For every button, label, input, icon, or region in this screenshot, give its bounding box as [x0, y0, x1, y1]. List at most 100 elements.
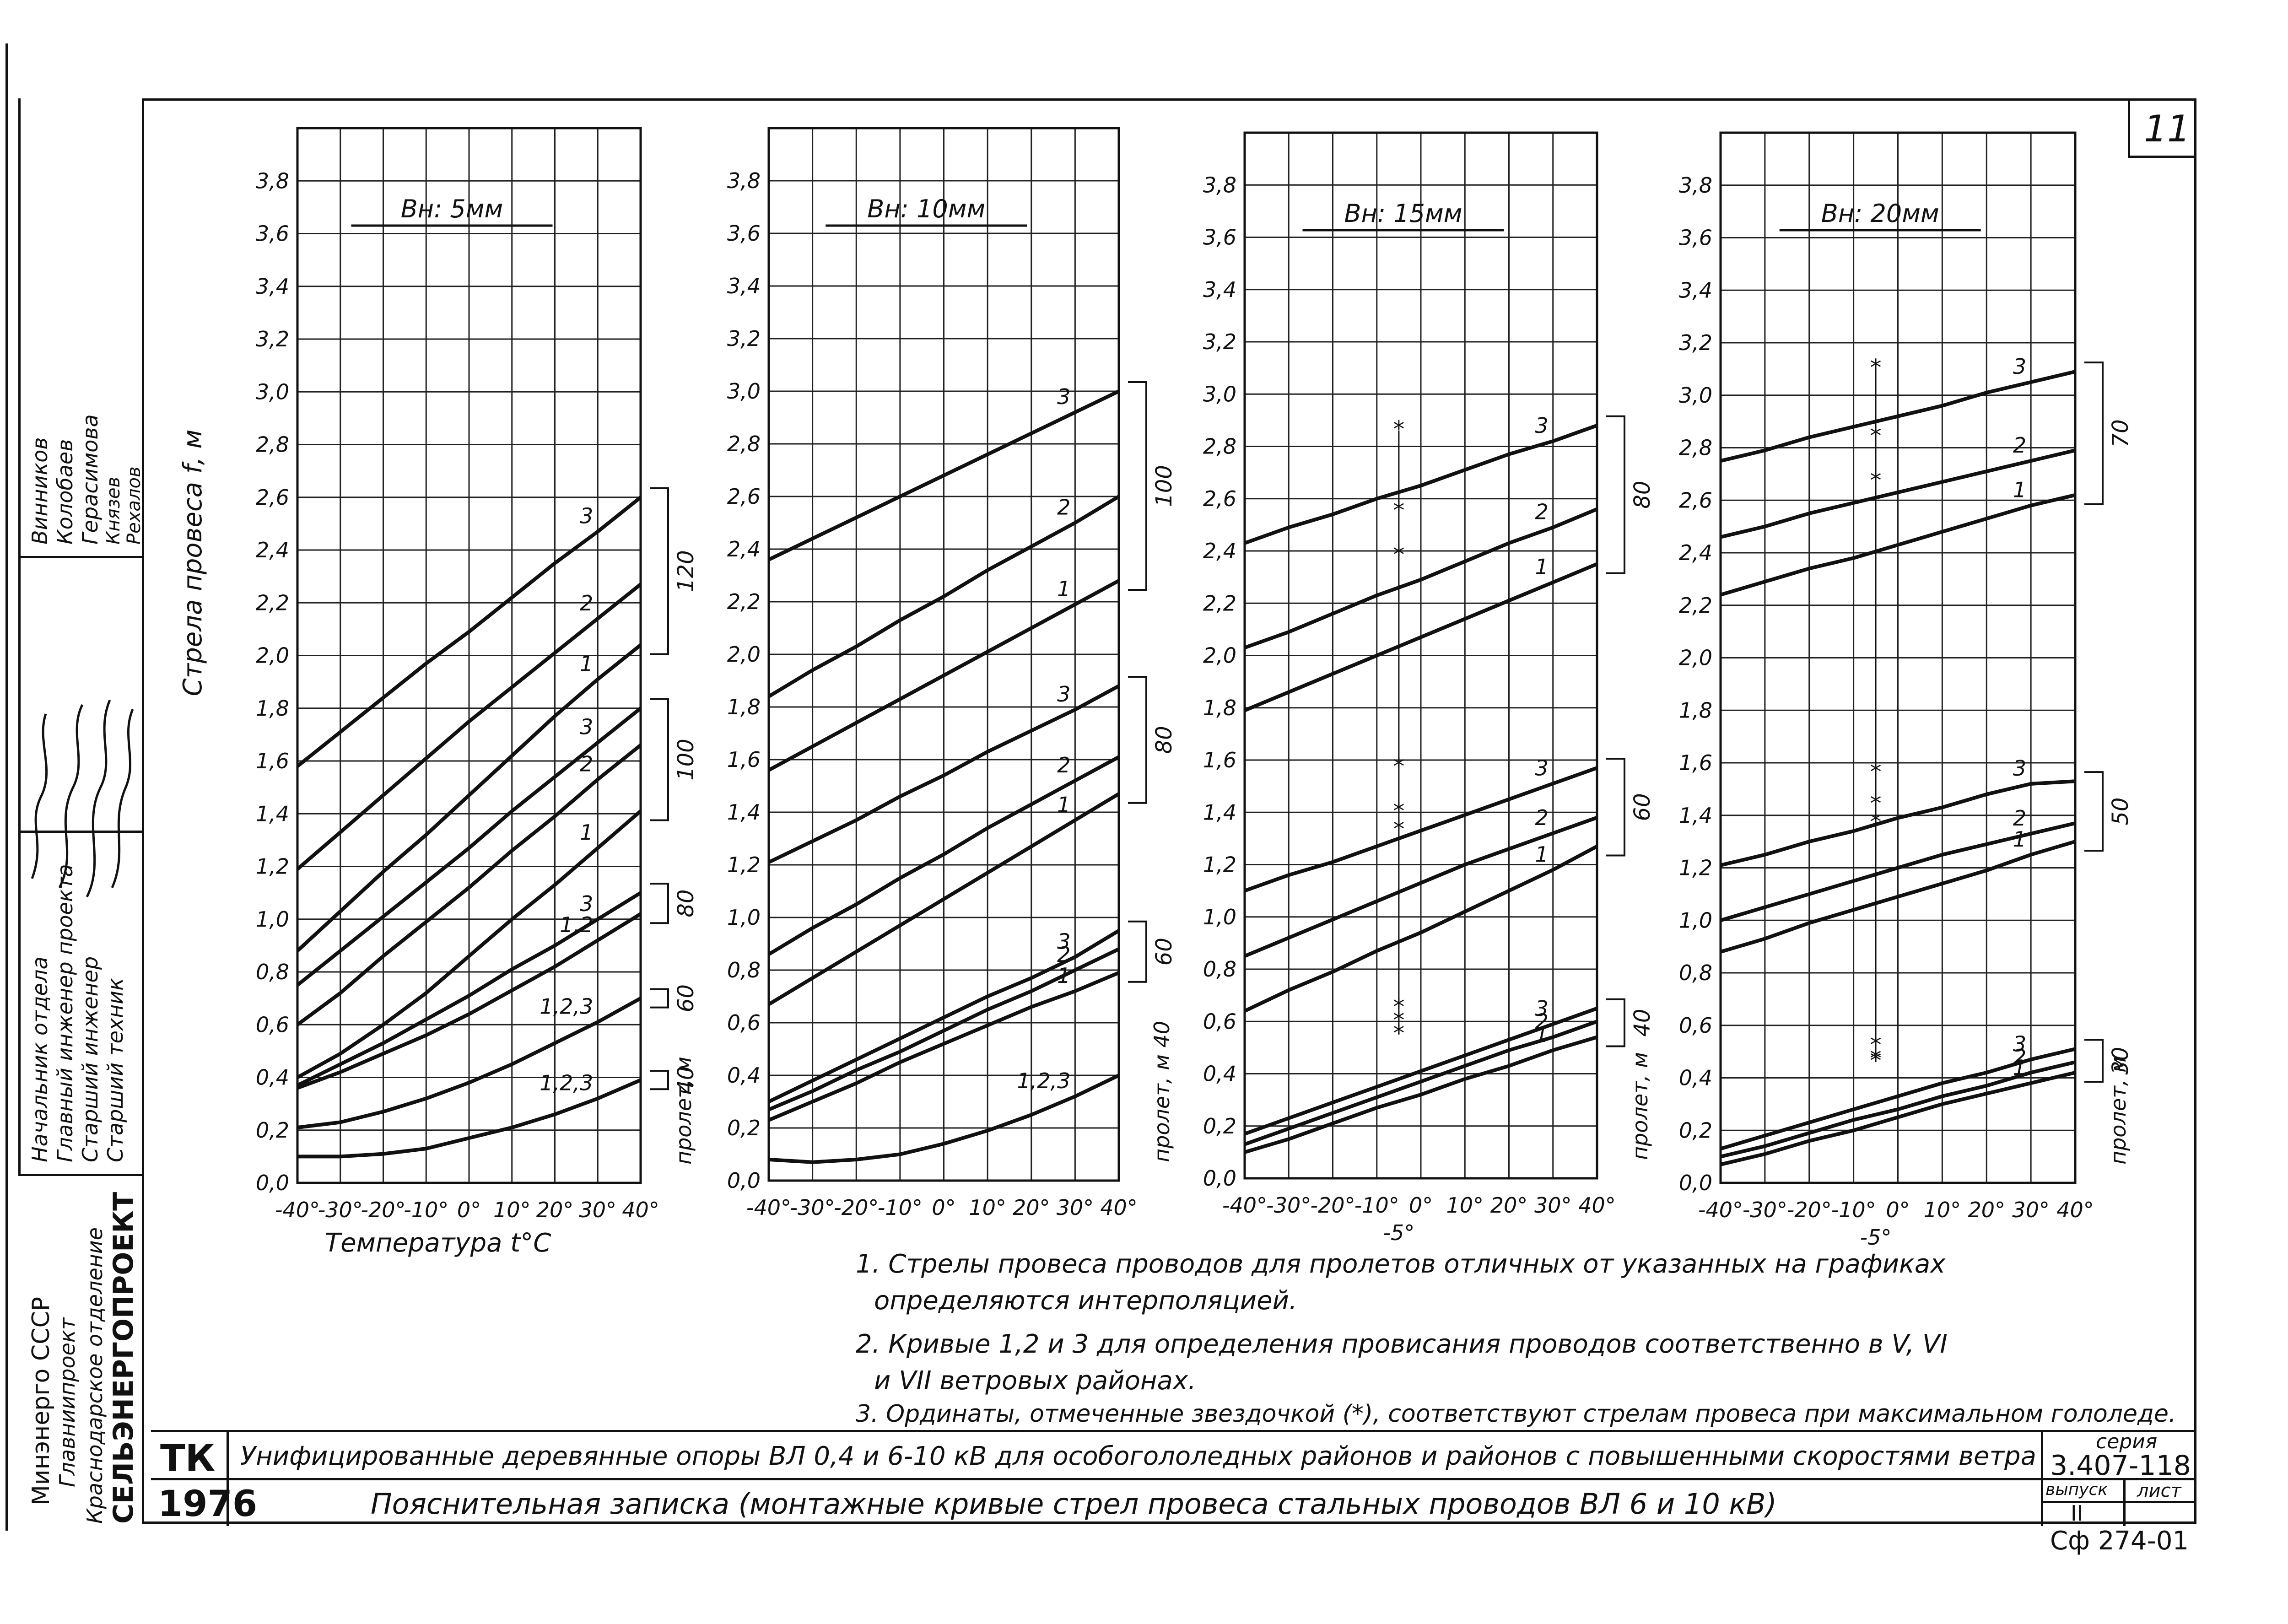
drawing-frame [142, 98, 2196, 1524]
series-label: 1 [1057, 792, 1070, 817]
y-tick-label: 0,6 [1679, 1013, 1712, 1038]
y-tick-label: 0,6 [1203, 1009, 1236, 1034]
span-bracket [2084, 1039, 2104, 1083]
series-divider [2041, 1432, 2043, 1526]
ice-point: * [1870, 467, 1882, 494]
y-tick-label: 3,8 [1679, 173, 1712, 198]
x-tick-label: -20° [1787, 1198, 1832, 1222]
stamp-tk: ТК [160, 1437, 215, 1479]
series-line [296, 583, 642, 871]
series-line [297, 809, 642, 1079]
ice-point: * [1870, 790, 1882, 817]
x-tick-label: 10° [493, 1198, 531, 1222]
org-line-1: Минэнерго СССР [27, 1296, 55, 1505]
series-line [1720, 779, 2076, 867]
y-tick-label: 0,8 [1679, 960, 1712, 985]
drawing-subtitle: Пояснительная записка (монтажные кривые … [371, 1487, 1777, 1521]
span-bracket [2084, 771, 2104, 852]
ice-point: * [1870, 1047, 1882, 1074]
signature-2 [58, 704, 84, 889]
series-label: 3 [2013, 1031, 2026, 1056]
y-tick-label: 0,2 [727, 1116, 761, 1140]
ice-point: * [1393, 1007, 1404, 1033]
x-tick-label: 30° [1057, 1195, 1094, 1220]
series-label: 1,2,3 [540, 994, 593, 1019]
x-extra-tick-label: -5° [1860, 1225, 1892, 1250]
y-tick-label: 1,4 [256, 801, 289, 826]
series-label: 2 [1057, 753, 1070, 777]
ice-point: * [1870, 1032, 1882, 1058]
x-tick-label: 40° [622, 1198, 659, 1222]
span-label: 80 [1630, 481, 1655, 509]
y-tick-label: 1,4 [1203, 800, 1236, 825]
y-tick-label: 1,4 [1679, 803, 1712, 828]
y-tick-label: 0,8 [256, 960, 289, 984]
chart-title: Вн: 10мм [867, 194, 985, 223]
x-tick-label: -40° [1698, 1198, 1743, 1222]
series-label: 1 [1057, 577, 1070, 601]
chart-title: Вн: 5мм [401, 194, 503, 223]
series-label: 1,2,3 [540, 1071, 593, 1095]
x-tick-label: -30° [318, 1198, 363, 1222]
y-tick-label: 2,8 [1203, 434, 1236, 459]
series-label: 3 [1535, 996, 1548, 1021]
name-3: Герасимова [78, 414, 103, 545]
ice-point: * [1393, 994, 1404, 1020]
y-tick-label: 1,6 [727, 747, 761, 772]
y-tick-label: 3,4 [1203, 277, 1236, 302]
span-label: 40 [1630, 1009, 1655, 1037]
x-tick-label: -20° [1310, 1193, 1355, 1218]
y-tick-label: 2,2 [1203, 591, 1236, 615]
ice-point: * [1870, 1045, 1882, 1071]
chart-3 [1243, 131, 1625, 1180]
ice-point: * [1870, 423, 1882, 449]
y-tick-label: 1,2 [1203, 852, 1236, 877]
series-label: 3 [2013, 756, 2026, 781]
side-stamp-role-divider [18, 831, 142, 833]
y-tick-label: 2,8 [1679, 436, 1712, 460]
chart-title: Вн: 20мм [1821, 199, 1939, 228]
series-line [1720, 1060, 2076, 1159]
series-label: 3 [1535, 755, 1548, 780]
tk-year-divider [227, 1432, 229, 1526]
series-line [296, 707, 642, 987]
y-tick-label: 0,2 [256, 1118, 289, 1143]
ice-point: * [1393, 1020, 1404, 1047]
series-line [1720, 448, 2076, 539]
y-tick-label: 3,8 [256, 168, 289, 193]
y-tick-label: 1,2 [727, 852, 761, 877]
series-label: 3 [1057, 682, 1070, 707]
y-tick-label: 3,2 [1203, 329, 1236, 354]
span-bracket [650, 988, 669, 1009]
y-tick-label: 3,0 [727, 379, 761, 404]
span-label: 40 [673, 1066, 699, 1094]
y-tick-label: 1,0 [727, 905, 761, 930]
y-tick-label: 3,8 [1203, 173, 1236, 197]
y-tick-label: 1,0 [1679, 908, 1712, 933]
span-label: 60 [673, 984, 699, 1012]
series-line [768, 579, 1120, 772]
sheet-label: лист [2137, 1480, 2181, 1501]
series-line [1244, 1035, 1598, 1154]
span-label: 70 [2108, 419, 2133, 447]
chart-2 [767, 127, 1147, 1182]
signature-1 [31, 713, 48, 879]
span-bracket [1606, 998, 1625, 1047]
y-tick-label: 3,6 [1203, 225, 1236, 250]
y-tick-label: 3,2 [727, 326, 761, 351]
series-line [1244, 1020, 1598, 1146]
y-tick-label: 1,8 [256, 696, 289, 721]
y-tick-label: 2,0 [256, 643, 289, 668]
y-tick-label: 3,4 [727, 274, 761, 298]
series-label: 2 [1057, 942, 1070, 967]
side-stamp-names-divider [18, 556, 142, 558]
span-label: 100 [673, 739, 699, 781]
span-label: 30 [2108, 1047, 2133, 1075]
series-line [297, 997, 642, 1129]
y-tick-label: 3,4 [256, 274, 289, 299]
span-label: 120 [673, 550, 699, 592]
signature-3 [86, 700, 111, 898]
side-stamp [18, 98, 142, 1524]
x-tick-label: 20° [1968, 1198, 2005, 1222]
